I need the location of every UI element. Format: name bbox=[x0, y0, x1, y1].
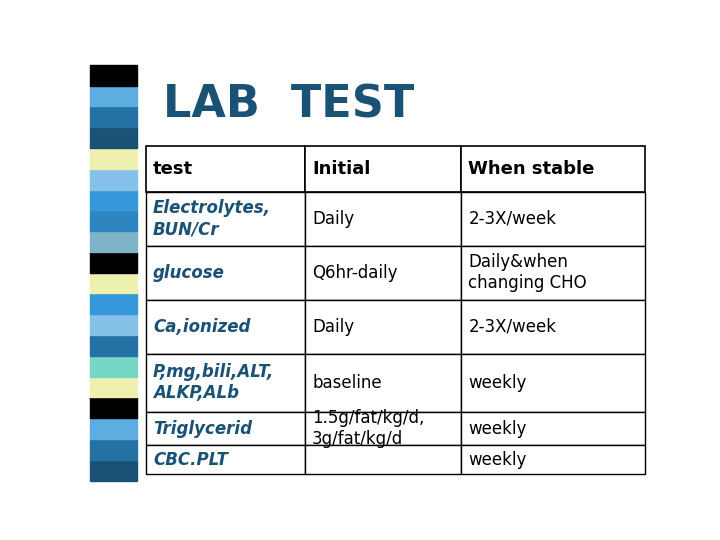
Bar bbox=[305, 246, 461, 300]
Bar bbox=[145, 446, 305, 474]
Bar bbox=[90, 106, 138, 127]
Bar bbox=[90, 460, 138, 481]
Bar bbox=[461, 412, 645, 445]
Text: Initial: Initial bbox=[312, 160, 371, 178]
Bar bbox=[305, 192, 461, 246]
Text: weekly: weekly bbox=[468, 420, 527, 437]
Bar bbox=[90, 190, 138, 210]
Text: weekly: weekly bbox=[468, 451, 527, 469]
Text: Triglycerid: Triglycerid bbox=[153, 420, 252, 437]
Text: When stable: When stable bbox=[468, 160, 595, 178]
Bar bbox=[305, 300, 461, 354]
Bar bbox=[305, 354, 461, 412]
Bar bbox=[90, 168, 138, 190]
Bar bbox=[90, 356, 138, 377]
Bar bbox=[90, 85, 138, 106]
Bar bbox=[90, 210, 138, 231]
Bar bbox=[145, 354, 305, 412]
Bar bbox=[90, 127, 138, 148]
Bar bbox=[145, 192, 305, 246]
Bar bbox=[461, 192, 645, 246]
Bar bbox=[461, 300, 645, 354]
Bar bbox=[90, 252, 138, 273]
Bar bbox=[145, 300, 305, 354]
Text: baseline: baseline bbox=[312, 374, 382, 392]
Bar bbox=[145, 246, 305, 300]
Text: P,mg,bili,ALT,
ALKP,ALb: P,mg,bili,ALT, ALKP,ALb bbox=[153, 363, 274, 402]
Bar bbox=[90, 335, 138, 356]
Bar bbox=[461, 354, 645, 412]
Bar bbox=[90, 293, 138, 314]
Bar bbox=[90, 418, 138, 439]
Bar bbox=[90, 231, 138, 252]
Text: 2-3X/week: 2-3X/week bbox=[468, 318, 557, 336]
Text: 2-3X/week: 2-3X/week bbox=[468, 210, 557, 228]
Bar bbox=[90, 439, 138, 460]
Text: CBC.PLT: CBC.PLT bbox=[153, 451, 228, 469]
Text: test: test bbox=[153, 160, 193, 178]
Text: 1.5g/fat/kg/d,
3g/fat/kg/d: 1.5g/fat/kg/d, 3g/fat/kg/d bbox=[312, 409, 425, 448]
Bar bbox=[90, 377, 138, 397]
Text: LAB  TEST: LAB TEST bbox=[163, 84, 414, 126]
Bar bbox=[305, 412, 461, 445]
Bar bbox=[90, 273, 138, 294]
Bar bbox=[145, 146, 305, 192]
Bar bbox=[461, 146, 645, 192]
Text: Daily: Daily bbox=[312, 210, 354, 228]
Text: weekly: weekly bbox=[468, 374, 527, 392]
Text: Ca,ionized: Ca,ionized bbox=[153, 318, 251, 336]
Text: Electrolytes,
BUN/Cr: Electrolytes, BUN/Cr bbox=[153, 199, 271, 238]
Text: Daily: Daily bbox=[312, 318, 354, 336]
Bar bbox=[305, 146, 461, 192]
Bar bbox=[90, 314, 138, 335]
Bar bbox=[461, 246, 645, 300]
Bar bbox=[461, 446, 645, 474]
Text: Q6hr-daily: Q6hr-daily bbox=[312, 264, 397, 282]
Bar bbox=[90, 148, 138, 168]
Bar bbox=[305, 446, 461, 474]
Bar bbox=[90, 397, 138, 418]
Text: glucose: glucose bbox=[153, 264, 225, 282]
Bar bbox=[90, 65, 138, 85]
Text: Daily&when
changing CHO: Daily&when changing CHO bbox=[468, 253, 587, 292]
Bar bbox=[145, 412, 305, 445]
